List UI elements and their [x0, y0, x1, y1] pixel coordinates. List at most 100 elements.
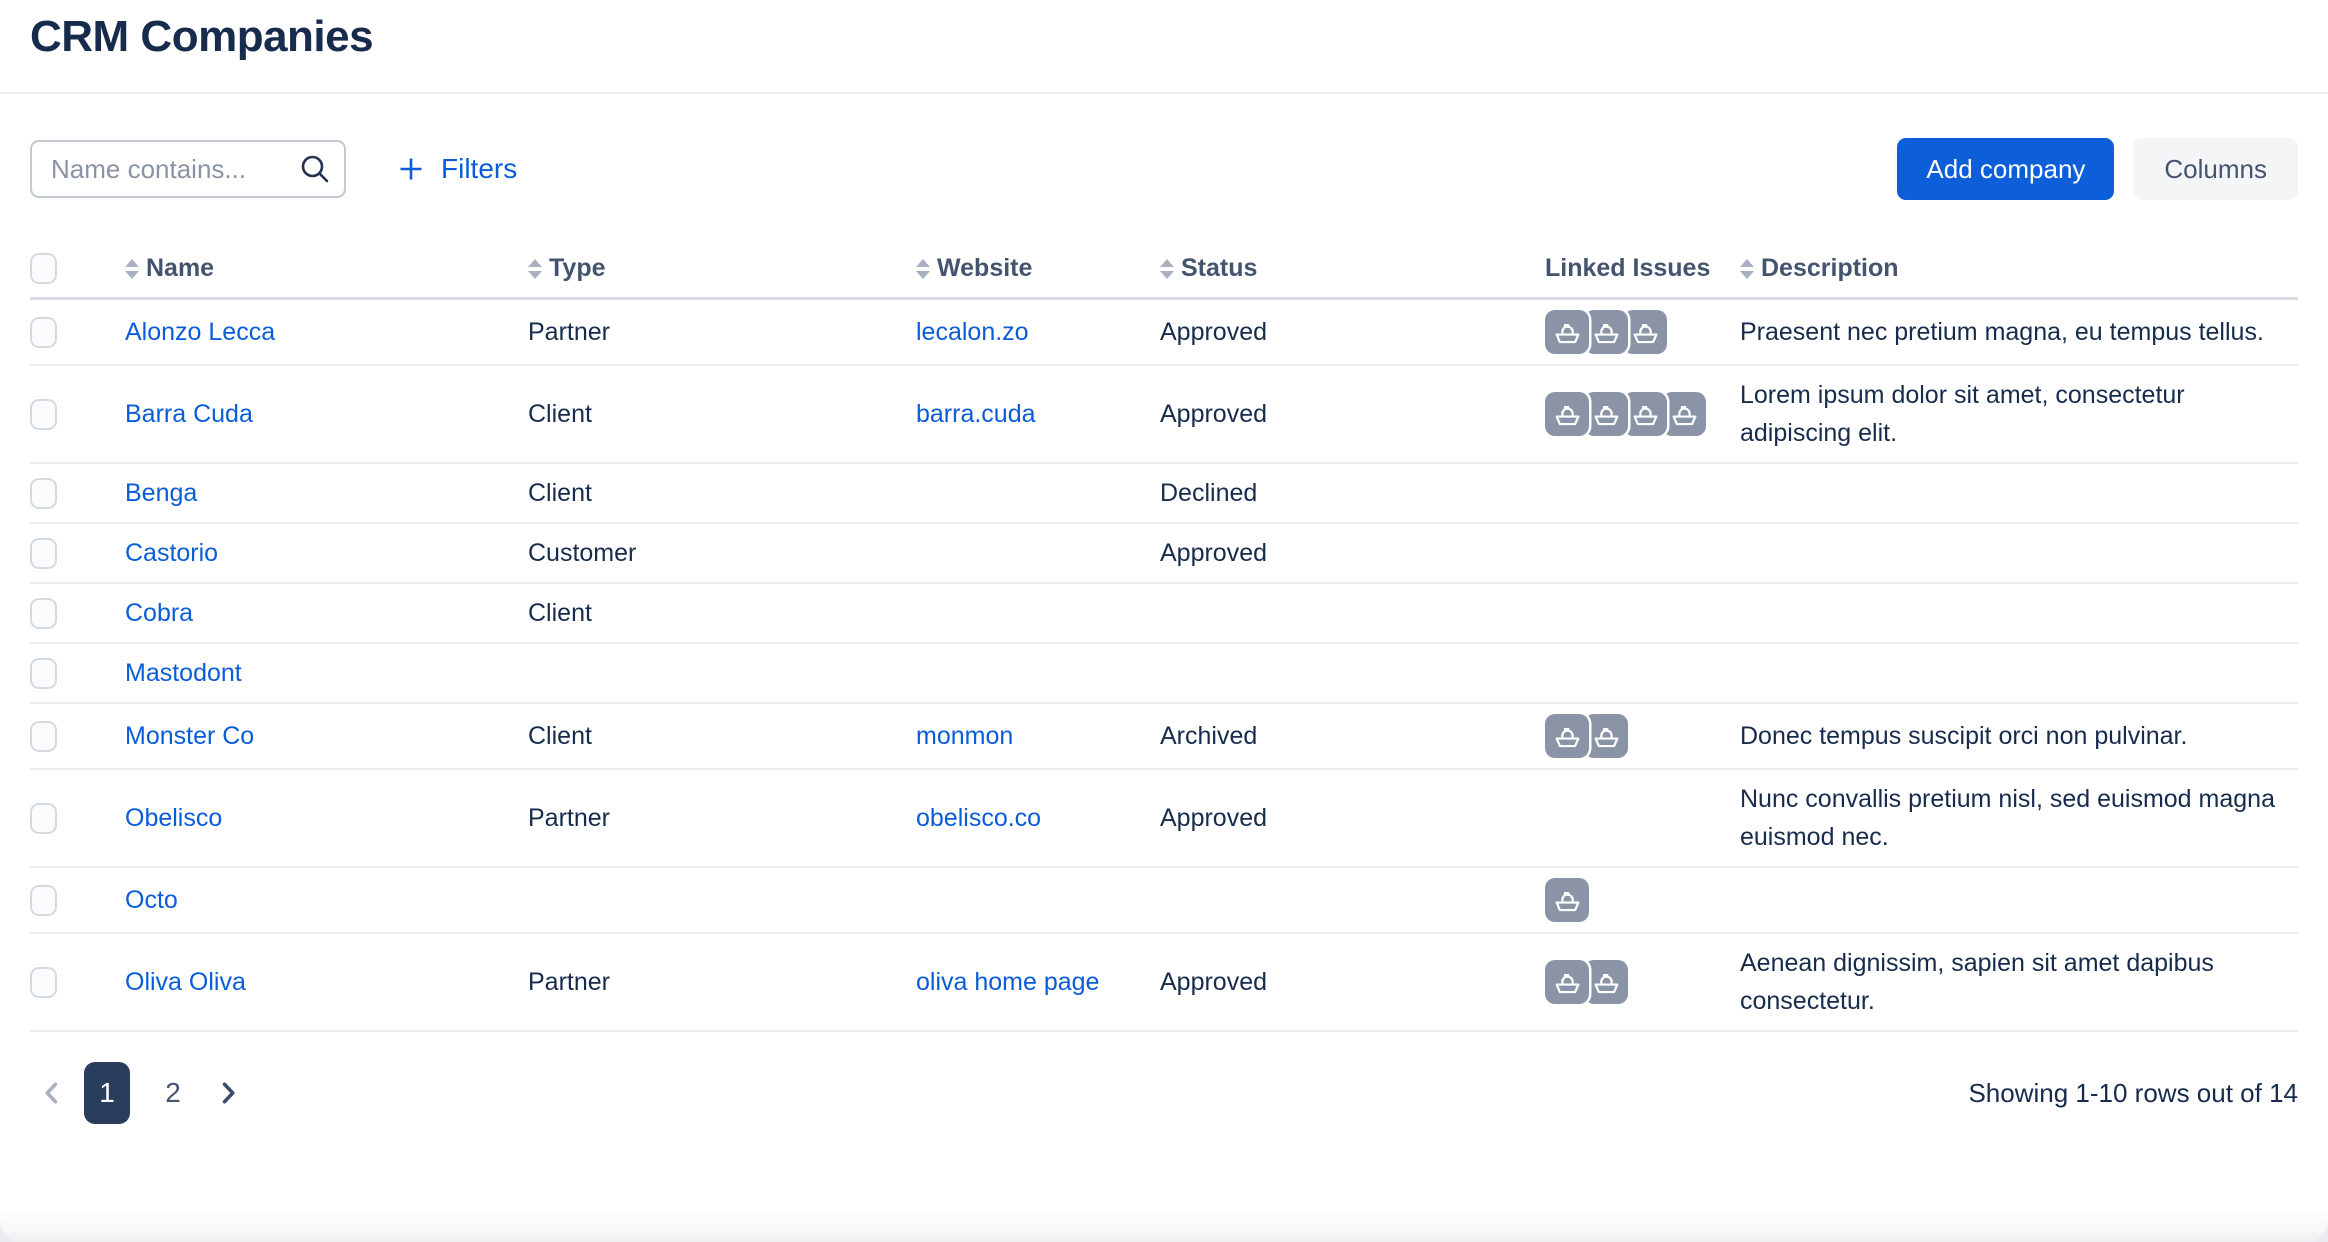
cell-website	[916, 524, 1160, 582]
toolbar: Filters Add company Columns	[30, 138, 2298, 200]
row-checkbox[interactable]	[30, 597, 57, 629]
company-website-link[interactable]: obelisco.co	[916, 803, 1042, 832]
row-checkbox[interactable]	[30, 398, 57, 430]
cell-select	[30, 524, 125, 582]
ship-icon	[1555, 727, 1579, 747]
row-checkbox[interactable]	[30, 537, 57, 569]
header-cell-name[interactable]: Name	[125, 254, 528, 283]
row-checkbox[interactable]	[30, 720, 57, 752]
sort-arrows-icon[interactable]	[916, 258, 930, 279]
linked-issues-badges	[1545, 310, 1667, 354]
cell-type	[528, 644, 916, 702]
linked-issue-badge[interactable]	[1584, 714, 1628, 758]
cell-name: Alonzo Lecca	[125, 300, 528, 364]
header-cell-status[interactable]: Status	[1160, 254, 1545, 283]
row-checkbox[interactable]	[30, 657, 57, 689]
ship-icon	[1594, 405, 1618, 425]
cell-linked-issues	[1545, 524, 1740, 582]
companies-table: Name Type Website Status Linked Issues D…	[30, 240, 2298, 1032]
cell-linked-issues	[1545, 934, 1740, 1030]
linked-issue-badge[interactable]	[1623, 392, 1667, 436]
filters-button[interactable]: Filters	[396, 153, 517, 185]
page-button-2[interactable]: 2	[150, 1062, 196, 1124]
company-website-link[interactable]: monmon	[916, 721, 1014, 750]
cell-name: Octo	[125, 868, 528, 932]
header-cell-label: Linked Issues	[1545, 254, 1711, 282]
company-name-link[interactable]: Octo	[125, 885, 178, 914]
columns-button[interactable]: Columns	[2133, 138, 2298, 200]
cell-name: Obelisco	[125, 770, 528, 866]
linked-issue-badge[interactable]	[1584, 392, 1628, 436]
linked-issue-badge[interactable]	[1545, 960, 1589, 1004]
ship-icon	[1555, 405, 1579, 425]
company-name-link[interactable]: Mastodont	[125, 658, 242, 687]
table-row: Oliva Oliva Partner oliva home page Appr…	[30, 934, 2298, 1032]
next-page-button[interactable]	[206, 1071, 250, 1115]
add-company-button[interactable]: Add company	[1897, 138, 2115, 200]
cell-select	[30, 366, 125, 462]
linked-issue-badge[interactable]	[1623, 310, 1667, 354]
rows-summary: Showing 1-10 rows out of 14	[1968, 1077, 2298, 1108]
cell-name: Barra Cuda	[125, 366, 528, 462]
linked-issue-badge[interactable]	[1584, 310, 1628, 354]
linked-issue-badge[interactable]	[1545, 310, 1589, 354]
linked-issue-badge[interactable]	[1545, 714, 1589, 758]
linked-issue-badge[interactable]	[1584, 960, 1628, 1004]
header-cell-description[interactable]: Description	[1740, 254, 2298, 283]
table-row: Alonzo Lecca Partner lecalon.zo Approved…	[30, 300, 2298, 366]
ship-icon	[1594, 323, 1618, 343]
linked-issue-badge[interactable]	[1662, 392, 1706, 436]
company-name-link[interactable]: Monster Co	[125, 721, 255, 750]
company-name-link[interactable]: Benga	[125, 478, 198, 507]
cell-linked-issues	[1545, 644, 1740, 702]
prev-page-button[interactable]	[30, 1071, 74, 1115]
sort-arrows-icon[interactable]	[1160, 258, 1174, 279]
sort-arrows-icon[interactable]	[125, 258, 139, 279]
row-checkbox[interactable]	[30, 802, 57, 834]
select-all-checkbox[interactable]	[30, 253, 57, 284]
company-website-link[interactable]: oliva home page	[916, 967, 1100, 996]
cell-description	[1740, 464, 2298, 522]
cell-status	[1160, 868, 1545, 932]
page-button-1[interactable]: 1	[84, 1062, 130, 1124]
page-header: CRM Companies	[0, 0, 2328, 62]
cell-description: Donec tempus suscipit orci non pulvinar.	[1740, 722, 2188, 750]
linked-issues-badges	[1545, 714, 1628, 758]
cell-website: monmon	[916, 704, 1160, 768]
company-name-link[interactable]: Barra Cuda	[125, 399, 253, 428]
ship-icon	[1633, 323, 1657, 343]
company-website-link[interactable]: barra.cuda	[916, 399, 1036, 428]
table-row: Mastodont	[30, 644, 2298, 704]
cell-status: Approved	[1160, 803, 1268, 832]
row-checkbox[interactable]	[30, 477, 57, 509]
company-name-link[interactable]: Cobra	[125, 598, 194, 627]
row-checkbox[interactable]	[30, 316, 57, 348]
linked-issues-badges	[1545, 392, 1706, 436]
header-cell-website[interactable]: Website	[916, 254, 1160, 283]
sort-arrows-icon[interactable]	[1740, 258, 1754, 279]
cell-status: Declined	[1160, 478, 1258, 507]
cell-type: Client	[528, 478, 592, 507]
table-row: Octo	[30, 868, 2298, 934]
company-website-link[interactable]: lecalon.zo	[916, 317, 1029, 346]
row-checkbox[interactable]	[30, 884, 57, 916]
linked-issue-badge[interactable]	[1545, 878, 1589, 922]
search-input[interactable]	[30, 140, 346, 198]
cell-name: Oliva Oliva	[125, 934, 528, 1030]
cell-name: Mastodont	[125, 644, 528, 702]
cell-type: Partner	[528, 803, 610, 832]
company-name-link[interactable]: Castorio	[125, 538, 219, 567]
linked-issue-badge[interactable]	[1545, 392, 1589, 436]
cell-select	[30, 464, 125, 522]
row-checkbox[interactable]	[30, 966, 57, 998]
header-cell-type[interactable]: Type	[528, 254, 916, 283]
sort-arrows-icon[interactable]	[528, 258, 542, 279]
cell-type: Partner	[528, 967, 610, 996]
cell-name: Castorio	[125, 524, 528, 582]
company-name-link[interactable]: Oliva Oliva	[125, 967, 246, 996]
company-name-link[interactable]: Obelisco	[125, 803, 223, 832]
company-name-link[interactable]: Alonzo Lecca	[125, 317, 276, 346]
cell-select	[30, 770, 125, 866]
